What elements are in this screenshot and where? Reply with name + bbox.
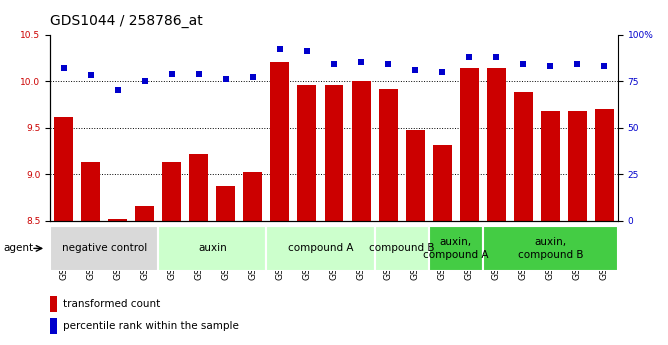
Point bbox=[166, 71, 177, 76]
Bar bbox=[487, 68, 506, 345]
Point bbox=[545, 63, 556, 69]
Bar bbox=[108, 219, 127, 345]
Text: compound A: compound A bbox=[288, 244, 353, 253]
Bar bbox=[541, 111, 560, 345]
Point bbox=[58, 65, 69, 71]
Point bbox=[599, 63, 610, 69]
Bar bbox=[379, 89, 397, 345]
Point bbox=[329, 61, 339, 67]
Point bbox=[572, 61, 582, 67]
FancyBboxPatch shape bbox=[50, 226, 158, 271]
Text: percentile rank within the sample: percentile rank within the sample bbox=[63, 321, 238, 331]
Bar bbox=[405, 130, 425, 345]
Point bbox=[220, 77, 231, 82]
FancyBboxPatch shape bbox=[375, 226, 429, 271]
Bar bbox=[136, 206, 154, 345]
Bar bbox=[189, 154, 208, 345]
Bar bbox=[243, 172, 263, 345]
FancyBboxPatch shape bbox=[158, 226, 267, 271]
Point bbox=[194, 71, 204, 76]
Point bbox=[140, 78, 150, 84]
Bar bbox=[433, 145, 452, 345]
Bar bbox=[325, 85, 343, 345]
Point bbox=[302, 49, 313, 54]
Bar bbox=[460, 68, 479, 345]
Bar bbox=[271, 61, 289, 345]
Text: auxin: auxin bbox=[198, 244, 226, 253]
Point bbox=[275, 47, 285, 52]
Point bbox=[464, 54, 474, 60]
Bar bbox=[50, 318, 57, 334]
Point bbox=[355, 60, 366, 65]
Bar bbox=[351, 81, 371, 345]
Bar bbox=[54, 117, 73, 345]
Text: transformed count: transformed count bbox=[63, 299, 160, 309]
Bar bbox=[568, 111, 587, 345]
Text: agent: agent bbox=[3, 244, 33, 253]
Point bbox=[518, 61, 528, 67]
Point bbox=[409, 67, 420, 73]
Point bbox=[86, 73, 96, 78]
Text: GDS1044 / 258786_at: GDS1044 / 258786_at bbox=[50, 13, 203, 28]
Bar bbox=[595, 109, 614, 345]
Point bbox=[112, 88, 123, 93]
Text: auxin,
compound B: auxin, compound B bbox=[518, 237, 583, 259]
Text: negative control: negative control bbox=[61, 244, 147, 253]
Text: compound B: compound B bbox=[369, 244, 434, 253]
Point bbox=[491, 54, 502, 60]
Point bbox=[437, 69, 448, 75]
Point bbox=[383, 61, 393, 67]
Point bbox=[248, 75, 259, 80]
Text: auxin,
compound A: auxin, compound A bbox=[423, 237, 488, 259]
Bar bbox=[216, 186, 235, 345]
FancyBboxPatch shape bbox=[429, 226, 483, 271]
Bar bbox=[297, 85, 317, 345]
Bar bbox=[162, 162, 181, 345]
Bar bbox=[514, 92, 532, 345]
FancyBboxPatch shape bbox=[267, 226, 375, 271]
Bar bbox=[50, 296, 57, 312]
Bar bbox=[81, 162, 100, 345]
FancyBboxPatch shape bbox=[483, 226, 618, 271]
